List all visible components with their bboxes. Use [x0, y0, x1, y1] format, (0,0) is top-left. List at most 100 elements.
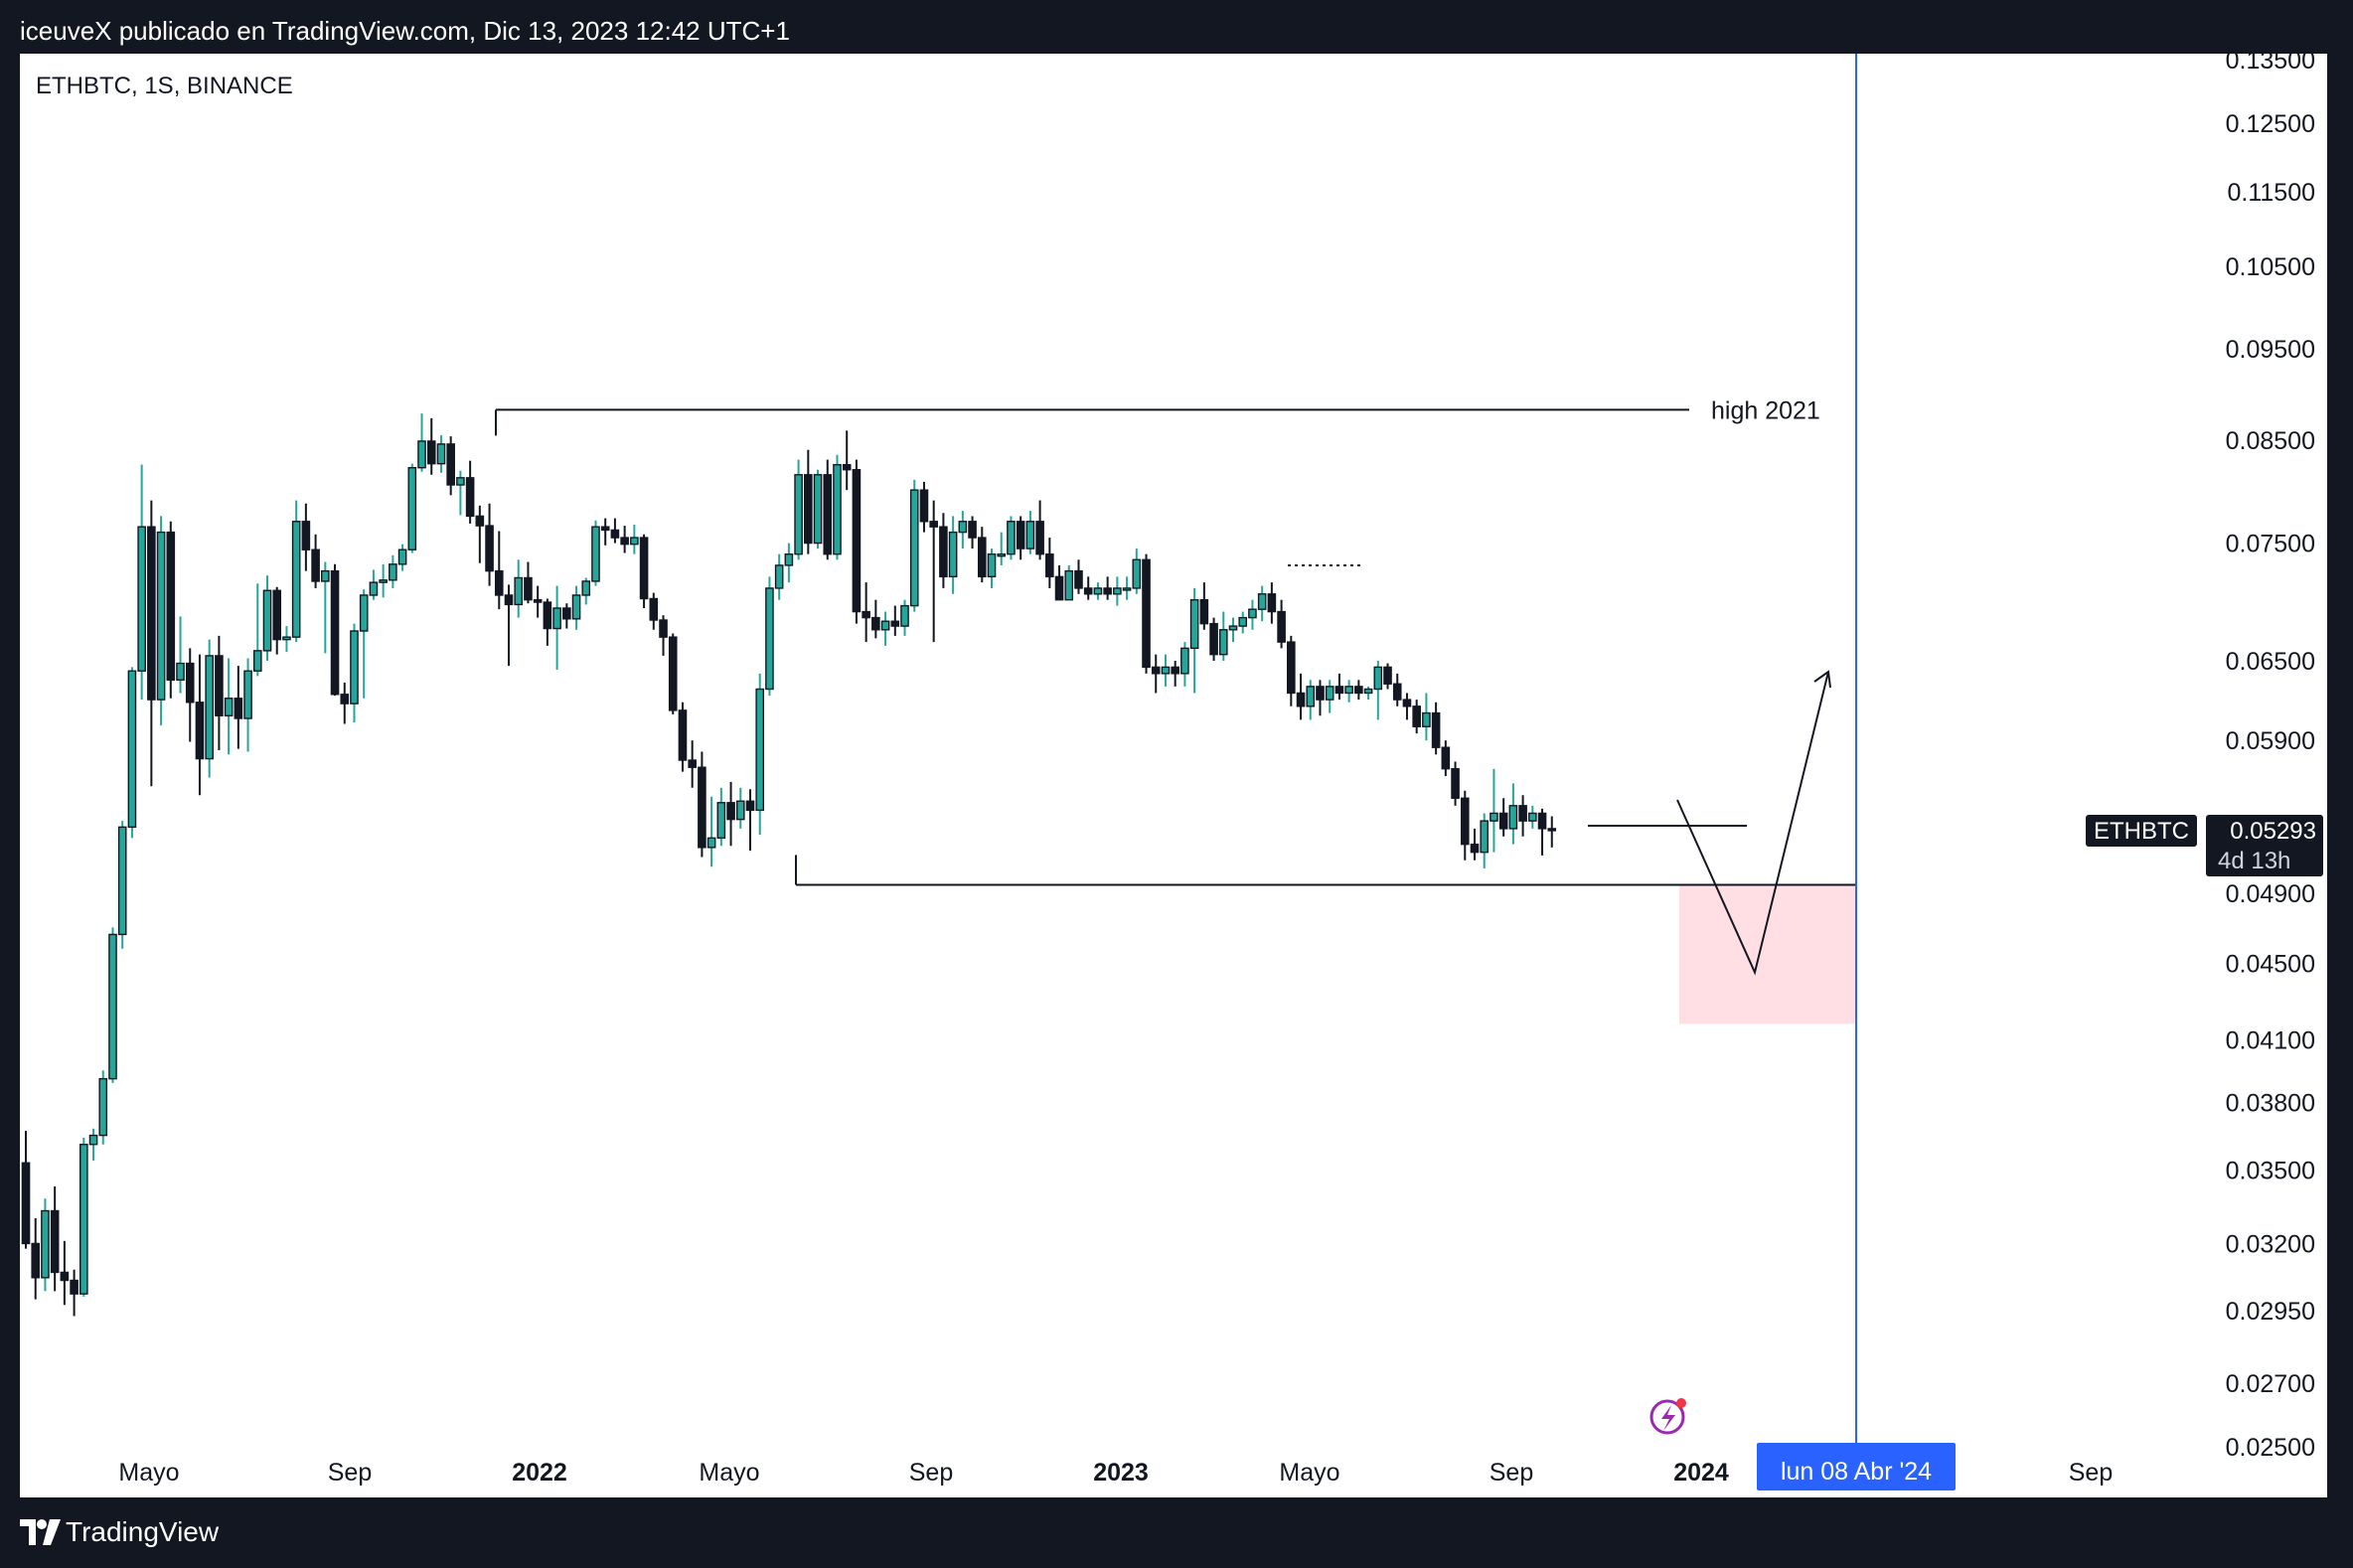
candle — [1383, 663, 1392, 690]
candle — [379, 563, 388, 598]
candle — [948, 516, 958, 594]
candle-body — [70, 1279, 78, 1295]
candle-body — [659, 619, 668, 638]
candle — [60, 1240, 70, 1306]
candle-body — [1334, 686, 1344, 695]
candle — [639, 534, 649, 608]
candle — [1218, 611, 1228, 661]
candle-body — [426, 440, 436, 465]
price-tick-label: 0.12500 — [2226, 110, 2315, 138]
candle-body — [900, 604, 909, 627]
candle-body — [166, 531, 176, 682]
price-tick-label: 0.02700 — [2226, 1370, 2315, 1398]
candle — [571, 585, 581, 630]
candle — [195, 654, 205, 796]
candle-body — [397, 549, 407, 565]
candle-body — [1518, 805, 1527, 822]
candle-body — [1074, 569, 1083, 589]
chart[interactable]: ETHBTC, 1S, BINANCE high 2021 0.135000.1… — [0, 0, 2353, 1497]
candle — [1007, 516, 1016, 560]
time-tick-label: 2022 — [512, 1459, 567, 1487]
candle — [127, 667, 137, 839]
candle-body — [156, 531, 166, 701]
candle-body — [1363, 688, 1373, 695]
candle-body — [252, 650, 262, 672]
candle-body — [1035, 521, 1044, 555]
candle-body — [185, 662, 195, 704]
candle-body — [1306, 686, 1316, 707]
price-tick-label: 0.13500 — [2226, 47, 2315, 75]
time-axis[interactable]: Mayo Sep 2022 Mayo Sep 2023 Mayo Sep 2024 Sep lun … — [118, 1443, 2113, 1490]
candle — [1122, 576, 1132, 600]
candle — [581, 577, 591, 605]
candle — [1460, 790, 1470, 861]
candle — [997, 532, 1007, 565]
candle — [909, 479, 919, 612]
candle — [166, 521, 176, 699]
candle — [1103, 576, 1112, 600]
candle-body — [997, 552, 1007, 557]
candle-body — [1238, 616, 1248, 627]
candle — [389, 554, 397, 588]
candle — [1480, 813, 1490, 868]
candle-body — [842, 463, 852, 471]
candle-body — [1064, 569, 1074, 601]
candle — [1228, 617, 1238, 643]
price-axis[interactable]: 0.13500 0.12500 0.11500 0.10500 0.09500 0.085… — [2086, 47, 2323, 1462]
projection-arrowhead — [1813, 670, 1831, 689]
candle — [842, 430, 852, 491]
candle — [958, 511, 968, 549]
candle — [1132, 549, 1142, 594]
candle-body — [379, 579, 388, 583]
candle-body — [224, 698, 234, 716]
candle-body — [939, 526, 948, 578]
candle — [1287, 635, 1296, 706]
candle-body — [1132, 558, 1142, 589]
candle-body — [50, 1209, 60, 1274]
price-tick-label: 0.05900 — [2226, 727, 2315, 755]
candle — [1451, 761, 1460, 806]
last-price-value: 0.05293 — [2230, 818, 2316, 845]
candle — [446, 436, 455, 496]
candle — [890, 605, 900, 636]
candle — [794, 459, 803, 560]
candle — [591, 520, 600, 586]
candle — [514, 559, 524, 618]
spark-icon[interactable] — [1649, 1398, 1686, 1435]
candle-body — [688, 759, 697, 768]
candle-body — [340, 694, 350, 705]
candle — [774, 553, 784, 600]
candle-body — [446, 443, 455, 486]
candle-body — [581, 580, 591, 596]
candle — [1547, 816, 1557, 848]
candle — [735, 787, 745, 829]
candle-body — [1354, 686, 1363, 695]
price-tick-label: 0.03500 — [2226, 1157, 2315, 1184]
candle — [1035, 500, 1044, 560]
price-tick-label: 0.02950 — [2226, 1298, 2315, 1326]
candle — [1537, 808, 1547, 856]
candle — [330, 563, 340, 697]
candle-body — [833, 463, 842, 555]
candle — [1325, 680, 1334, 713]
candle — [475, 505, 485, 563]
candle — [185, 648, 195, 742]
candle-body — [813, 474, 823, 545]
candle — [1431, 702, 1441, 755]
candle-body — [735, 800, 745, 821]
price-tick-label: 0.04500 — [2226, 950, 2315, 978]
candle — [1306, 680, 1316, 720]
candle — [1412, 700, 1421, 734]
candle-body — [456, 477, 465, 486]
candle — [1074, 559, 1083, 594]
candle — [426, 417, 436, 475]
footer: TradingView — [0, 1497, 2353, 1568]
candle-body — [1470, 843, 1480, 854]
candle — [50, 1186, 60, 1292]
candle-body — [1103, 587, 1112, 595]
candle — [630, 525, 639, 554]
candle-body — [600, 526, 610, 532]
candle-body — [1267, 593, 1277, 613]
candle — [350, 623, 359, 723]
candle-body — [262, 589, 272, 652]
